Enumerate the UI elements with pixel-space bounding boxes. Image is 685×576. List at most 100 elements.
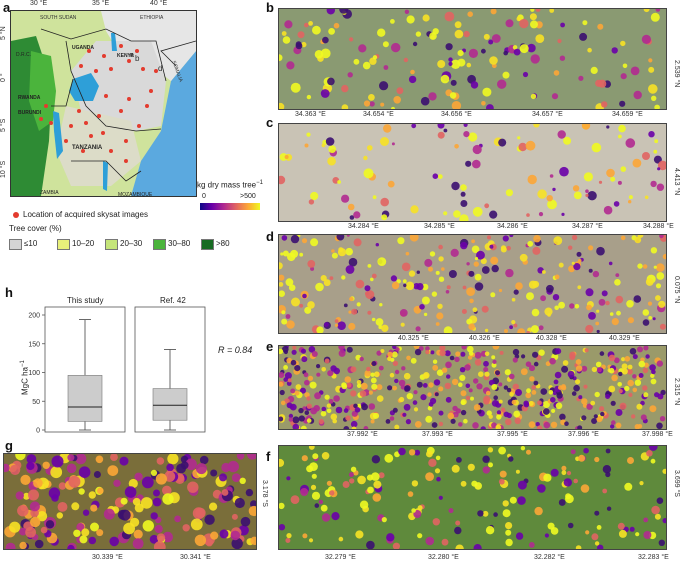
tree-crown: [28, 489, 39, 501]
tree-crown: [68, 475, 81, 488]
tree-crown: [371, 273, 377, 279]
tree-crown: [19, 527, 27, 536]
panel-e-x-tick: 37.995 °E: [497, 431, 528, 438]
tree-crown: [301, 356, 308, 363]
tree-crown: [585, 288, 594, 297]
tree-crown: [649, 364, 656, 371]
panel-f-x-tick: 32.283 °E: [638, 554, 669, 561]
tree-crown: [4, 463, 10, 473]
tree-crown: [314, 503, 320, 508]
tree-crown: [483, 398, 490, 405]
tree-crown: [591, 533, 599, 541]
tree-crown: [389, 372, 395, 378]
panel-d-x-tick: 40.328 °E: [536, 335, 567, 342]
boxplot-yaxis-0: 0 50 100 150 200: [28, 313, 45, 435]
panel-c-lat: 4.413 °N: [673, 168, 680, 196]
tree-crown: [351, 426, 357, 429]
tree-crown: [401, 366, 406, 371]
tree-cover-label-1: 10–20: [72, 239, 95, 248]
tree-crown: [58, 482, 67, 490]
tree-crown: [283, 365, 288, 370]
tree-crown: [286, 381, 292, 386]
tree-crown: [195, 463, 207, 475]
tree-crown: [643, 9, 650, 13]
tree-crown: [290, 359, 297, 366]
tree-crown: [97, 487, 104, 495]
tree-crown: [320, 89, 330, 98]
tree-crown: [288, 417, 293, 422]
tree-crown: [372, 55, 378, 60]
tree-crown: [356, 383, 362, 388]
tree-crown: [349, 37, 354, 42]
tree-crown: [480, 258, 487, 265]
tree-crown: [518, 142, 527, 152]
boxplot-ytick-label: 200: [28, 313, 40, 320]
tree-crown: [618, 124, 626, 133]
panel-g-x-tick: 30.341 °E: [180, 554, 211, 561]
tree-crown: [15, 454, 26, 461]
tree-crown: [326, 480, 332, 486]
panel-d-lat: 0.075 °N: [673, 276, 680, 304]
tree-crown: [9, 464, 21, 475]
tree-crown: [643, 346, 649, 351]
tree-crown: [390, 275, 397, 282]
tree-crown: [324, 358, 330, 364]
tree-crown: [387, 180, 395, 188]
tree-crown: [78, 488, 85, 495]
tree-crown: [286, 357, 292, 364]
tree-crown: [575, 365, 583, 372]
tree-crown: [652, 317, 656, 321]
tree-crown: [375, 243, 379, 247]
tree-crown: [346, 382, 352, 388]
tree-crown: [132, 497, 141, 506]
panel-f-x-tick: 32.279 °E: [325, 554, 356, 561]
tree-crown: [438, 276, 445, 282]
tree-crown: [618, 529, 627, 538]
tree-crown: [282, 346, 289, 353]
tree-crown: [613, 357, 620, 364]
tree-crown: [343, 408, 349, 413]
tree-crown: [656, 497, 664, 504]
tree-crown: [632, 387, 638, 393]
tree-crown: [597, 23, 604, 30]
tree-crown: [611, 47, 618, 54]
tree-crown: [40, 526, 48, 534]
tree-crown: [618, 134, 622, 139]
map-letter-d: d: [158, 64, 163, 73]
tree-crown: [550, 527, 559, 535]
tree-crown: [503, 411, 510, 418]
tree-crown: [575, 379, 581, 385]
tree-crown: [463, 124, 468, 127]
tree-crown: [180, 461, 189, 470]
tree-crown: [338, 349, 346, 357]
tree-crown: [414, 421, 422, 428]
tree-crown: [611, 318, 619, 326]
tree-crown: [366, 366, 371, 372]
tree-crown: [308, 199, 315, 205]
tree-crown: [156, 457, 165, 465]
tree-crown: [306, 132, 311, 137]
tree-crown: [162, 493, 174, 505]
tree-crown: [363, 168, 374, 179]
panel-label-e: e: [266, 339, 274, 354]
tree-crown: [363, 155, 368, 161]
tree-cover-label-2: 20–30: [120, 239, 143, 248]
tree-crown: [341, 275, 346, 280]
tree-crown: [573, 191, 582, 200]
tree-crown: [356, 380, 362, 385]
tree-crown: [558, 499, 566, 506]
tree-crown: [467, 463, 475, 471]
tree-crown: [662, 253, 666, 260]
tree-cover-title: Tree cover (%): [9, 224, 62, 233]
tree-crown: [386, 533, 395, 542]
tree-crown: [26, 461, 35, 471]
tree-crown: [542, 401, 550, 408]
tree-crown: [546, 195, 553, 202]
tree-crown: [402, 412, 407, 417]
tree-crown: [399, 309, 408, 317]
tree-crown: [78, 466, 91, 478]
tree-crown: [410, 357, 417, 364]
tree-crown: [585, 189, 589, 193]
tree-crown: [326, 403, 332, 408]
tree-crown: [398, 379, 406, 387]
